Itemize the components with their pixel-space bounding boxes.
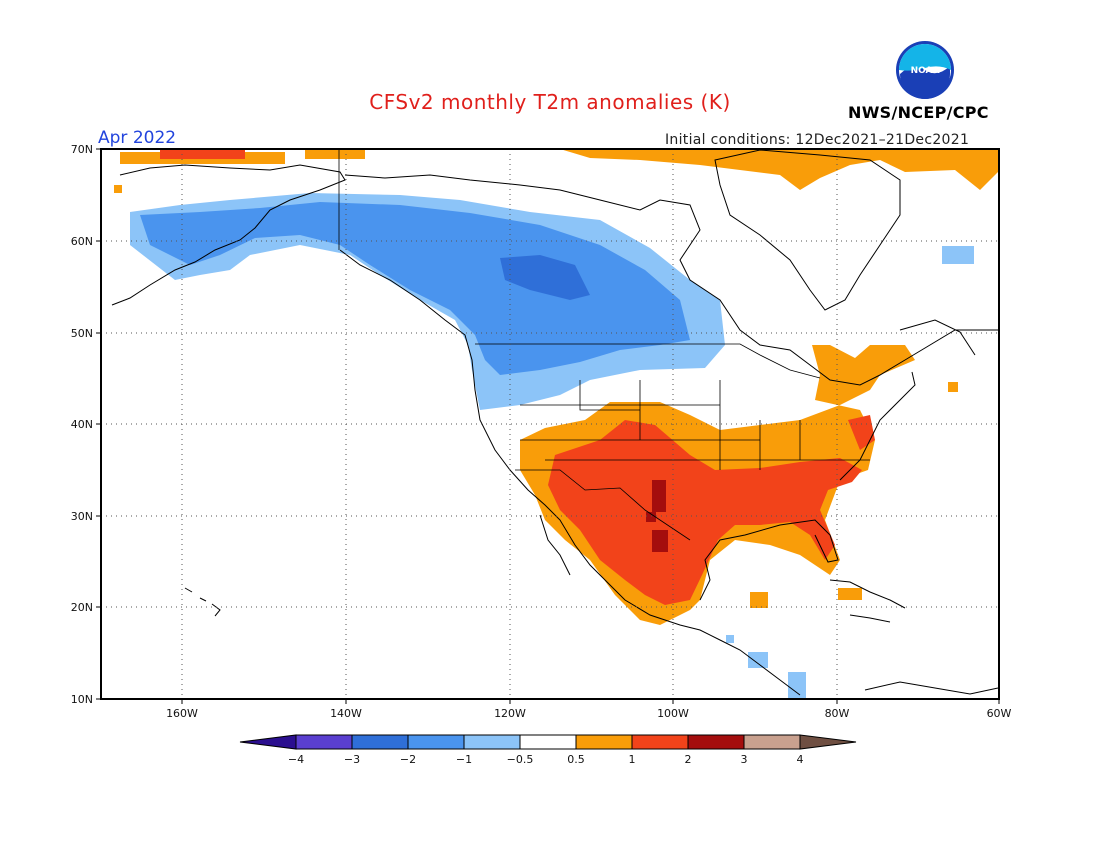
- colorbar-segment-3-4: [743, 734, 801, 750]
- colorbar-segment-3-2: [351, 734, 409, 750]
- warm-region-strong: [548, 420, 862, 605]
- colorbar-segment-2-1: [407, 734, 465, 750]
- colorbar-segment-neutral: [519, 734, 577, 750]
- chart-title: CFSv2 monthly T2m anomalies (K): [369, 90, 731, 114]
- forecast-month: Apr 2022: [98, 128, 177, 148]
- lon-label-140w: 140W: [330, 707, 362, 720]
- coastlines: [111, 149, 999, 696]
- cool-patch-centralamerica-1: [726, 635, 734, 643]
- warm-patch-caribbean: [838, 588, 862, 600]
- lon-label-60w: 60W: [987, 707, 1012, 720]
- colorbar-segment-1-05: [463, 734, 521, 750]
- warm-region-very-strong-3: [652, 530, 668, 552]
- warm-region-strong-east: [848, 415, 875, 450]
- colorbar-label-m4: −4: [288, 753, 304, 766]
- tick-marks: [96, 148, 1000, 704]
- initial-conditions: Initial conditions: 12Dec2021–21Dec2021: [665, 132, 970, 148]
- political-borders: [338, 149, 870, 541]
- colorbar-label-p4: 4: [797, 753, 804, 766]
- colorbar-label-m1: −1: [456, 753, 472, 766]
- lon-label-160w: 160W: [166, 707, 198, 720]
- colorbar-segment-4-3: [295, 734, 353, 750]
- lat-label-50n: 50N: [71, 327, 93, 340]
- gridlines: [101, 149, 999, 699]
- agency-label: NWS/NCEP/CPC: [848, 103, 989, 122]
- colorbar-label-p05: 0.5: [567, 753, 585, 766]
- lat-label-10n: 10N: [71, 693, 93, 706]
- colorbar-label-p3: 3: [741, 753, 748, 766]
- cool-patch-centralamerica-3: [788, 672, 806, 699]
- colorbar-label-p2: 2: [685, 753, 692, 766]
- lat-label-40n: 40N: [71, 418, 93, 431]
- warm-patch-arctic-north: [305, 149, 365, 159]
- lon-label-100w: 100W: [657, 707, 689, 720]
- lat-label-20n: 20N: [71, 601, 93, 614]
- lon-label-120w: 120W: [494, 707, 526, 720]
- colorbar-segment-2-3: [687, 734, 745, 750]
- warm-region-very-strong-2: [646, 512, 656, 522]
- colorbar-segment-gt-4: [799, 734, 857, 750]
- lat-label-70n: 70N: [71, 143, 93, 156]
- warm-region-very-strong-1: [652, 480, 666, 512]
- warm-strong-patch-arctic: [160, 149, 245, 159]
- colorbar-label-m2: −2: [400, 753, 416, 766]
- warm-patch-yucatan: [750, 592, 768, 608]
- lat-label-60n: 60N: [71, 235, 93, 248]
- colorbar: [239, 734, 857, 750]
- colorbar-label-m05: −0.5: [507, 753, 534, 766]
- noaa-logo-icon: NOAA: [896, 41, 954, 99]
- colorbar-segment-lt-4: [239, 734, 297, 750]
- cool-region-strong: [500, 255, 590, 300]
- anomaly-shading: [114, 149, 999, 699]
- colorbar-label-p1: 1: [629, 753, 636, 766]
- lon-label-80w: 80W: [825, 707, 850, 720]
- colorbar-segment-05-1: [575, 734, 633, 750]
- cool-region-medium: [140, 202, 690, 375]
- warm-patch-greenland-north: [560, 149, 999, 190]
- colorbar-segment-1-2: [631, 734, 689, 750]
- warm-patch-alaska-nw: [114, 185, 122, 193]
- colorbar-label-m3: −3: [344, 753, 360, 766]
- warm-patch-atlantic: [948, 382, 958, 392]
- lat-label-30n: 30N: [71, 510, 93, 523]
- logo-text: NOAA: [911, 66, 940, 76]
- cool-patch-greenland: [942, 246, 974, 264]
- cool-patch-centralamerica-2: [748, 652, 768, 668]
